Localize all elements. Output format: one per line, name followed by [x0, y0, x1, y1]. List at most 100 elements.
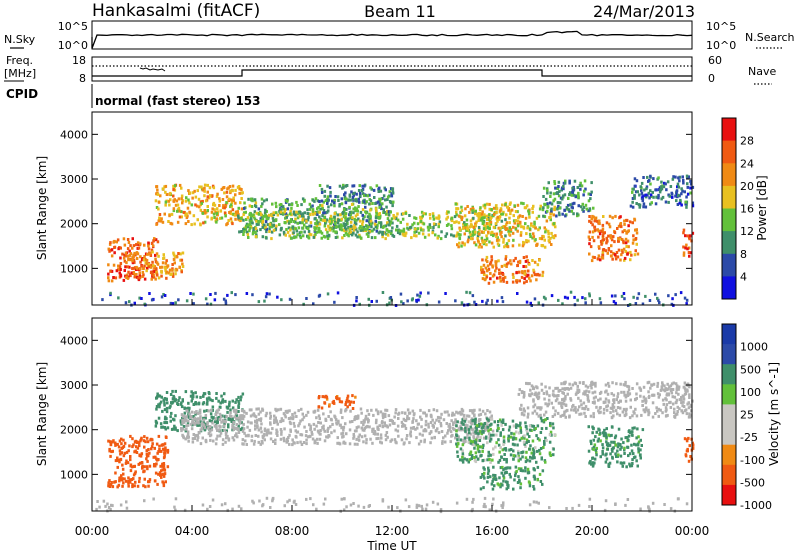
velocity-cell [486, 480, 489, 484]
velocity-cell [241, 438, 245, 442]
power-cell [174, 255, 177, 259]
power-cell [386, 209, 389, 213]
power-cell [164, 261, 168, 265]
power-cell [576, 298, 579, 302]
power-cell [523, 281, 526, 285]
power-cell [601, 250, 605, 254]
velocity-cell [631, 426, 634, 430]
velocity-cell [396, 424, 400, 428]
power-cell [591, 223, 594, 227]
velocity-cell [288, 409, 291, 413]
power-cell [253, 198, 257, 202]
power-cell [361, 228, 364, 232]
power-cell [358, 184, 361, 188]
power-cell [294, 213, 297, 217]
velocity-cell [641, 404, 644, 407]
power-cell [630, 253, 633, 257]
power-cell [641, 199, 644, 203]
power-cell [460, 301, 464, 305]
velocity-cell [535, 395, 539, 399]
power-cell [476, 213, 479, 217]
power-cell [432, 214, 435, 218]
velocity-cell [182, 414, 186, 418]
power-cell [271, 216, 275, 220]
velocity-cell [532, 424, 536, 428]
velocity-cell [316, 429, 320, 433]
velocity-cell [161, 480, 164, 484]
power-cell [384, 188, 387, 192]
velocity-cell [158, 444, 161, 448]
velocity-cell [468, 439, 471, 443]
velocity-cell [607, 399, 610, 403]
velocity-cell [424, 507, 428, 511]
power-cell [682, 251, 686, 255]
power-cell [576, 214, 579, 218]
power-cell [511, 225, 515, 229]
power-cell [135, 257, 139, 260]
velocity-cell [371, 428, 374, 432]
power-cell [499, 279, 502, 283]
power-cell [206, 183, 209, 187]
velocity-cell [160, 449, 163, 453]
velocity-cell [147, 454, 150, 458]
power-cell [156, 273, 159, 277]
power-cell [365, 224, 368, 228]
power-cell [386, 217, 390, 221]
power-cell [415, 230, 418, 234]
power-cell [675, 193, 679, 197]
power-cell [659, 185, 663, 189]
velocity-cell [549, 423, 552, 427]
power-cell [337, 218, 340, 222]
power-cell [512, 214, 515, 218]
power-cell [224, 301, 228, 305]
velocity-cell [287, 436, 290, 439]
velocity-cell [228, 404, 231, 408]
velocity-cell [506, 480, 509, 484]
velocity-cell [507, 428, 511, 432]
power-cell [146, 252, 149, 256]
power-cell [466, 205, 469, 208]
velocity-cell [524, 476, 527, 480]
power-cell [314, 222, 317, 226]
velocity-cell [352, 400, 355, 404]
power-cell [355, 207, 359, 211]
velocity-cell [449, 430, 453, 434]
velocity-cell [133, 440, 137, 444]
velocity-cell [442, 436, 445, 440]
power-cell [318, 184, 322, 187]
power-cell [369, 217, 372, 221]
power-cell [496, 215, 499, 219]
power-cell [691, 231, 695, 235]
velocity-cell [519, 457, 522, 461]
power-cell [473, 300, 476, 304]
power-cell [296, 204, 299, 207]
velocity-cell [204, 416, 207, 420]
velocity-cell [503, 447, 506, 451]
velocity-cell [282, 419, 285, 423]
power-cell [153, 265, 156, 269]
power-cell [198, 205, 201, 209]
power-cell [487, 281, 491, 285]
velocity-cell [235, 423, 238, 426]
velocity-cell [486, 425, 489, 429]
velocity-cell [195, 420, 199, 424]
velocity-cell [489, 453, 492, 457]
velocity-cell [457, 442, 460, 446]
power-cell [312, 212, 315, 216]
velocity-cell [538, 472, 542, 476]
velocity-cell [500, 420, 503, 424]
velocity-cell [163, 468, 167, 472]
velocity-cell [461, 418, 464, 422]
velocity-cell [393, 438, 397, 442]
power-cell [656, 296, 659, 300]
velocity-cell [611, 455, 614, 459]
power-ylabel: Slant Range [km] [35, 156, 49, 260]
power-cell [644, 205, 648, 209]
velocity-cell [242, 409, 246, 413]
power-cell [533, 222, 536, 226]
velocity-cell [617, 453, 620, 457]
nave-label: Nave [748, 65, 776, 78]
velocity-cell [370, 408, 373, 412]
velocity-cell [665, 403, 669, 407]
velocity-cell [302, 415, 306, 419]
